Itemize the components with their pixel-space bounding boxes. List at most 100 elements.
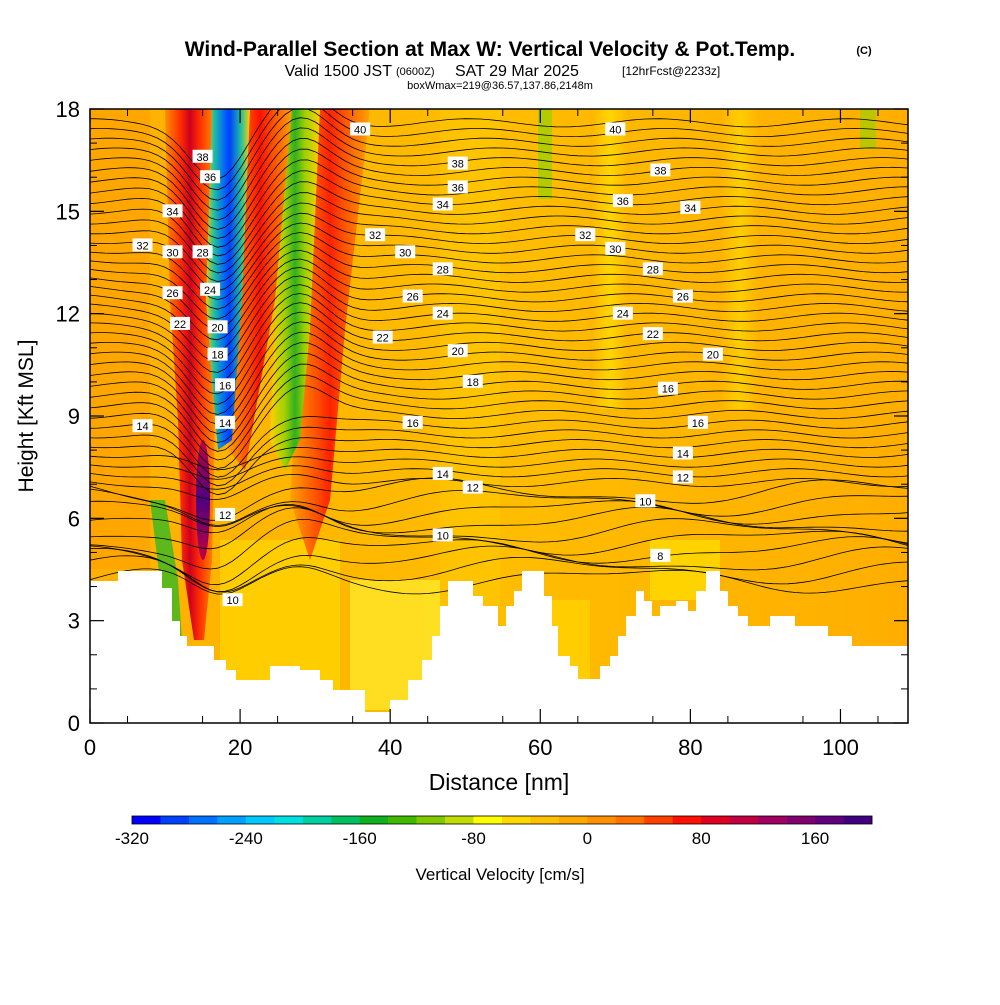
theta-contour-label: 36 [200,170,221,184]
theta-contour-label: 30 [605,241,626,256]
theta-contour-label-text: 38 [196,152,208,164]
theta-contour-label-text: 20 [707,350,719,362]
colorbar-swatch [416,816,446,824]
colorbar-frame [131,815,873,825]
theta-contour-label-text: 38 [452,159,464,171]
label-background [650,548,671,562]
colorbar-swatch [558,816,588,824]
theta-contour-label: 26 [402,289,423,304]
y-tick-label: 3 [68,609,80,634]
theta-contour-label-text: 10 [226,595,238,607]
label-background [162,286,183,300]
theta-contour-label: 32 [365,228,386,242]
colorbar-tick-label: 80 [692,829,711,848]
green-sliver-left [150,500,182,640]
colorbar: -320 -240 -160 -80 0 80 160 [115,815,873,848]
theta-contour-label: 38 [650,163,671,177]
theta-contour-label-text: 34 [684,203,696,215]
theta-contour-label-text: 10 [639,496,651,508]
theta-contour-label: 32 [132,238,153,252]
colorbar-swatch [302,816,332,824]
label-background [132,238,153,252]
theta-contour-label: 14 [432,466,453,481]
theta-contour-label: 14 [215,415,236,430]
colorbar-tick-label: -240 [229,829,263,848]
label-background [672,446,693,460]
theta-contour-label-text: 18 [467,377,479,389]
valid-date: SAT 29 Mar 2025 [455,63,579,80]
label-background [215,507,236,521]
label-background [447,344,468,358]
label-background [635,494,656,508]
theta-contour-label-text: 36 [204,172,216,184]
colorbar-swatch [245,816,275,824]
theta-contour-label-text: 16 [219,380,231,392]
theta-contour-line [90,258,908,341]
y-tick-label: 6 [68,506,80,531]
theta-contour-line [90,170,908,257]
label-background [650,163,671,177]
theta-contour-line [90,117,908,211]
theta-contour-line [90,363,908,452]
label-background [575,228,596,242]
label-background [702,347,723,361]
theta-contour-label: 24 [612,306,633,321]
y-axis-label: Height [Kft MSL] [15,340,38,493]
theta-contour-label-text: 34 [437,200,449,212]
label-background [672,289,693,303]
theta-contour-label: 26 [162,286,183,300]
theta-contour-label: 8 [650,548,671,563]
x-tick-label: 0 [84,735,96,760]
theta-contour-label-text: 10 [437,530,449,542]
theta-contour-label: 10 [222,593,243,607]
theta-contour-line [90,352,908,444]
label-background [350,122,371,136]
label-background [372,330,393,344]
theta-contour-line [90,321,908,415]
label-background [462,374,483,388]
theta-contour-label: 16 [657,381,678,396]
theta-contour-label-text: 20 [452,346,464,358]
theta-contour-line [90,446,908,471]
theta-contour-line [90,159,908,248]
label-background [672,470,693,484]
theta-contour-label-text: 26 [407,292,419,304]
label-background [642,327,663,341]
colorbar-swatch [615,816,645,824]
theta-contour-label: 10 [635,494,656,508]
theta-contour-line [90,555,908,593]
theta-contour-line [90,416,908,478]
colorbar-swatch [758,816,787,824]
theta-contour-line [90,545,908,593]
colorbar-swatch [672,816,702,824]
theta-contour-label-text: 30 [609,244,621,256]
label-background [402,289,423,303]
x-tick-label: 40 [378,735,402,760]
theta-contour-label: 14 [672,446,693,461]
theta-contour-label: 12 [462,480,483,495]
label-background [215,378,236,392]
label-background [132,419,153,433]
theta-contour-label-text: 40 [609,124,621,136]
label-background [612,194,633,208]
colorbar-swatch [160,816,190,824]
x-tick-label: 100 [822,735,859,760]
colorbar-swatch [445,816,474,824]
y-tick-label: 9 [68,404,80,429]
label-background [432,197,453,211]
colorbar-swatch [729,816,759,824]
theta-contour-label-text: 24 [437,309,449,321]
theta-contour-label-text: 30 [399,247,411,259]
theta-contour-line [90,284,908,373]
label-background [687,415,708,429]
theta-contour-label: 12 [215,507,236,522]
colorbar-swatch [132,816,161,824]
colorbar-tick-label: 0 [583,829,592,848]
colorbar-swatch [587,816,617,824]
theta-contour-label-text: 20 [211,322,223,334]
theta-contour-line [90,127,908,221]
